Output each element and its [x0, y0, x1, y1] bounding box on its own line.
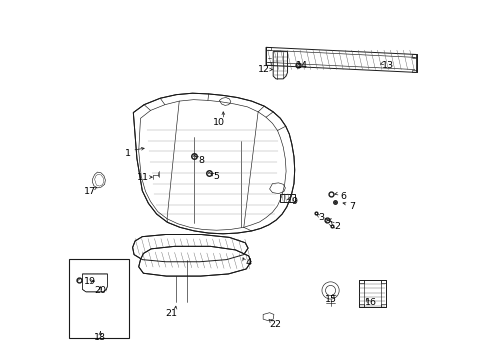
- Text: 1: 1: [125, 149, 131, 158]
- Polygon shape: [132, 234, 247, 262]
- Text: 18: 18: [94, 333, 106, 342]
- Text: 21: 21: [164, 309, 177, 318]
- Text: 5: 5: [212, 172, 218, 181]
- Text: 8: 8: [198, 156, 204, 165]
- Text: 12: 12: [258, 65, 270, 74]
- Bar: [69, 259, 128, 338]
- Text: 15: 15: [324, 294, 336, 303]
- Text: 3: 3: [318, 213, 324, 222]
- Text: 2: 2: [334, 222, 340, 231]
- Text: 9: 9: [290, 197, 296, 206]
- Polygon shape: [139, 246, 250, 276]
- Polygon shape: [133, 93, 294, 234]
- Text: 20: 20: [94, 286, 106, 295]
- Text: 7: 7: [348, 202, 354, 211]
- Text: 10: 10: [213, 118, 225, 127]
- Text: 11: 11: [137, 173, 149, 182]
- Text: 16: 16: [364, 298, 376, 307]
- Text: 19: 19: [83, 276, 95, 285]
- Text: 4: 4: [244, 258, 250, 267]
- Text: 13: 13: [381, 62, 393, 71]
- Text: 14: 14: [295, 61, 307, 70]
- Text: 6: 6: [340, 192, 346, 201]
- Text: 17: 17: [83, 187, 95, 196]
- Text: 22: 22: [268, 320, 281, 329]
- Polygon shape: [82, 274, 107, 292]
